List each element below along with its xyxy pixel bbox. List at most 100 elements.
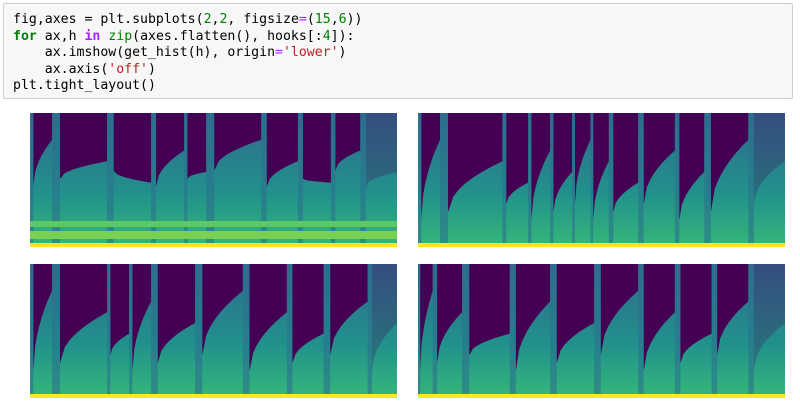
heatmap-band [30,243,397,247]
heatmap-region [113,113,152,183]
heatmap-column [418,113,422,247]
heatmap-column [418,264,421,398]
heatmap-column [151,264,158,398]
heatmap-column [704,113,711,247]
heatmap-column [107,264,111,398]
code-token: 4 [322,28,331,44]
heatmap-region [365,113,397,187]
heatmap-region [335,113,361,171]
code-token: ) [338,45,347,60]
heatmap-column [638,264,644,398]
code-line: for ax,h in zip(axes.flatten(), hooks[:4… [13,29,362,46]
code-line: ax.imshow(get_hist(h), origin='lower') [13,45,362,62]
code-token: plt.tight_layout() [13,78,156,93]
heatmap-column [261,113,267,247]
heatmap-region [110,264,130,356]
heatmap-column [502,113,507,247]
heatmap-column [590,113,594,247]
heatmap-region [302,113,331,183]
code-token: in [84,28,101,44]
heatmap-column [638,113,644,247]
code-token: for [13,28,37,44]
heatmap-column [323,264,331,398]
heatmap-column [52,113,61,247]
heatmap-column [674,264,681,398]
heatmap-column [330,113,336,247]
heatmap-band [30,231,397,239]
code-token: ax,h [36,28,85,44]
heatmap-region [60,113,108,179]
heatmap-region [643,113,675,205]
heatmap-column [184,113,188,247]
heatmap-column [297,113,303,247]
code-token: 'off' [108,61,148,77]
code-line: plt.tight_layout() [13,78,362,95]
code-token: , [211,12,220,27]
heatmap-column [52,264,61,398]
heatmap-column [550,113,554,247]
heatmap-column [286,264,293,398]
heatmap-column [195,264,203,398]
heatmap-region [531,113,551,221]
heatmap-region [753,264,785,372]
heatmap-region [420,264,433,372]
heatmap-column [748,113,754,247]
code-token: ]): [330,28,355,44]
code-token: zip [108,28,133,44]
heatmap-region [421,113,441,221]
heatmap-region [214,113,262,171]
code-token: , [330,12,339,27]
heatmap-region [515,264,551,372]
heatmap-column [242,264,250,398]
heatmap-region [156,113,185,187]
code-line: ax.axis('off') [13,62,362,79]
code-token: = [298,12,307,27]
code-cell[interactable]: fig,axes = plt.subplots(2,2, figsize=(15… [3,3,793,99]
heatmap-region [330,264,368,356]
heatmap-region [506,113,529,205]
heatmap-column [30,264,34,398]
code-token: ( [306,12,315,27]
code-token: ax.imshow(get_hist(h), origin [13,45,276,60]
heatmap-region [574,113,591,205]
heatmap-region [202,264,243,356]
heatmap-region [553,113,573,213]
code-token: 2 [219,12,228,27]
heatmap-column [711,264,718,398]
code: fig,axes = plt.subplots(2,2, figsize=(15… [13,12,362,95]
code-token: ax.axis( [13,61,109,77]
heatmap-region [132,264,152,372]
heatmap-region [613,113,639,213]
heatmap-region [556,264,595,364]
code-token: ) [147,61,156,77]
code-token: 15 [314,12,331,27]
heatmap-column [30,113,34,247]
heatmap-region [266,113,298,187]
code-token: (axes.flatten(), hooks[: [132,28,323,44]
heatmap-region [680,264,712,364]
heatmap-column [572,113,575,247]
heatmap-region [33,113,53,187]
heatmap-band [418,394,785,398]
heatmap-column [462,264,470,398]
heatmap-column [432,264,438,398]
heatmap-column [129,264,133,398]
heatmap-band [418,243,785,247]
heatmap-region [717,264,749,356]
heatmap-column [550,264,557,398]
heatmap-column [608,113,614,247]
heatmap-column [206,113,215,247]
code-token: = [275,45,283,60]
heatmap-region [710,113,749,213]
code-token: )) [346,12,363,27]
heatmap-region [157,264,196,364]
code-token: fig,axes = plt.subplots( [13,12,204,27]
heatmap-column [151,113,157,247]
heatmap-region [60,264,108,364]
heatmap-region [249,264,287,372]
heatmap-band [30,221,397,227]
code-token: 6 [338,12,347,27]
heatmap-region [187,113,207,179]
